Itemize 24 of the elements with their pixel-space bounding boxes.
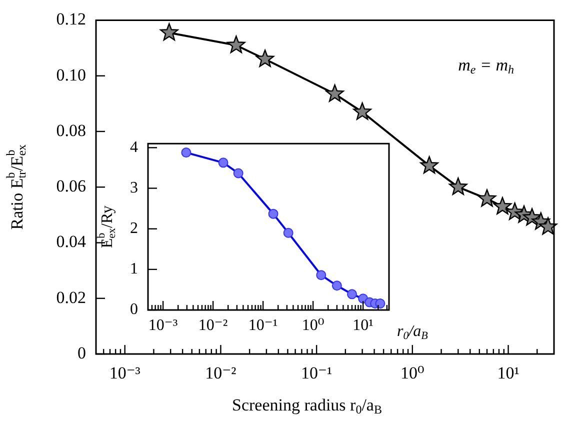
x-tick-label: 10⁻³ bbox=[109, 364, 140, 383]
y-axis-title: Ratio Ebtr/Ebex bbox=[3, 144, 28, 230]
y-tick-label: 4 bbox=[130, 138, 138, 156]
y-tick-label: 0.08 bbox=[56, 120, 86, 140]
x-tick-label: 10⁻² bbox=[205, 364, 236, 383]
x-tick-label: 10¹ bbox=[497, 364, 520, 383]
x-tick-label: 10⁻² bbox=[198, 316, 228, 334]
y-tick-label: 0.06 bbox=[56, 176, 86, 196]
y-tick-label: 3 bbox=[130, 179, 138, 196]
x-tick-label: 10⁻¹ bbox=[248, 316, 278, 334]
x-tick-label: 10¹ bbox=[352, 316, 374, 334]
x-tick-label: 10⁰ bbox=[400, 364, 424, 383]
x-tick-label: 10⁰ bbox=[302, 316, 324, 334]
y-tick-label: 0 bbox=[78, 343, 86, 362]
y-tick-label: 2 bbox=[130, 220, 138, 238]
x-tick-label: 10⁻¹ bbox=[301, 364, 332, 383]
y-tick-label: 0.02 bbox=[56, 288, 86, 307]
y-axis-title: Ebex/Ry bbox=[95, 205, 118, 248]
y-tick-label: 0.12 bbox=[56, 10, 86, 29]
y-tick-label: 0 bbox=[130, 301, 138, 318]
y-tick-label: 0.10 bbox=[56, 65, 86, 84]
y-tick-label: 0.04 bbox=[56, 232, 86, 252]
y-tick-label: 1 bbox=[130, 260, 138, 278]
x-tick-label: 10⁻³ bbox=[148, 316, 178, 334]
